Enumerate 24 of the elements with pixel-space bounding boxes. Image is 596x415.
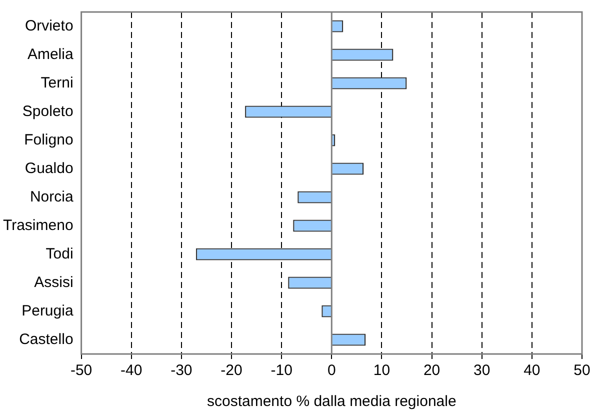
y-tick-label: Norcia bbox=[30, 188, 74, 206]
x-tick-label: 50 bbox=[574, 362, 590, 380]
x-tick-label: -40 bbox=[120, 362, 142, 380]
x-tick-label: -20 bbox=[220, 362, 242, 380]
y-tick-label: Orvieto bbox=[24, 17, 74, 34]
y-tick-label: Amelia bbox=[27, 46, 74, 63]
x-tick-label: 30 bbox=[474, 362, 490, 380]
x-tick-label: 0 bbox=[327, 362, 336, 380]
x-axis-title: scostamento % dalla media regionale bbox=[206, 393, 456, 410]
x-tick-label: 20 bbox=[423, 362, 440, 380]
x-tick-label: -50 bbox=[70, 362, 92, 380]
x-tick-label: 40 bbox=[524, 362, 540, 380]
x-tick-label: 10 bbox=[373, 362, 390, 380]
y-tick-label: Spoleto bbox=[22, 102, 74, 120]
y-tick-label: Foligno bbox=[24, 131, 74, 148]
y-tick-label: Gualdo bbox=[24, 160, 74, 177]
y-tick-label: Todi bbox=[46, 245, 74, 262]
y-tick-label: Assisi bbox=[34, 274, 74, 291]
y-tick-label: Terni bbox=[40, 74, 74, 92]
y-tick-label: Trasimeno bbox=[2, 216, 74, 234]
x-tick-label: -30 bbox=[170, 362, 192, 380]
y-tick-label: Perugia bbox=[22, 302, 74, 320]
y-tick-label: Castello bbox=[19, 330, 74, 348]
x-tick-label: -10 bbox=[270, 362, 292, 380]
